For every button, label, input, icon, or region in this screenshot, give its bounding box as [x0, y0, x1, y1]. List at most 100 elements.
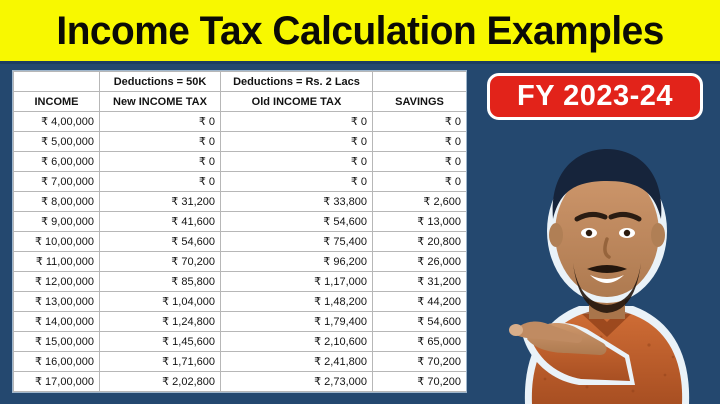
- financial-year-badge: FY 2023-24: [487, 73, 703, 120]
- column-header-new-income-tax: New INCOME TAX: [99, 91, 221, 112]
- cell-savings: ₹ 54,600: [372, 311, 466, 332]
- cell-income: ₹ 14,00,000: [13, 311, 100, 332]
- presenter-pupil-left: [585, 229, 593, 237]
- cell-old-income-tax: ₹ 0: [220, 131, 373, 152]
- cell-new-income-tax: ₹ 31,200: [99, 191, 221, 212]
- presenter-eyebrow-right: [608, 211, 642, 222]
- cell-new-income-tax: ₹ 41,600: [99, 211, 221, 232]
- title-banner: Income Tax Calculation Examples: [0, 0, 720, 61]
- deduction-band-savings-blank: [372, 71, 466, 92]
- cell-savings: ₹ 44,200: [372, 291, 466, 312]
- cell-new-income-tax: ₹ 1,24,800: [99, 311, 221, 332]
- cell-savings: ₹ 70,200: [372, 371, 466, 392]
- presenter-smile: [590, 275, 624, 283]
- cell-savings: ₹ 65,000: [372, 331, 466, 352]
- table-row: ₹ 5,00,000 ₹ 0 ₹ 0 ₹ 0: [13, 131, 466, 152]
- deduction-band-row: Deductions = 50K Deductions = Rs. 2 Lacs: [13, 71, 466, 92]
- cell-new-income-tax: ₹ 2,02,800: [99, 371, 221, 392]
- page-title: Income Tax Calculation Examples: [56, 8, 664, 53]
- cell-new-income-tax: ₹ 0: [99, 131, 221, 152]
- cell-old-income-tax: ₹ 0: [220, 111, 373, 132]
- cell-new-income-tax: ₹ 0: [99, 171, 221, 192]
- cell-old-income-tax: ₹ 96,200: [220, 251, 373, 272]
- presenter-pupil-right: [623, 229, 631, 237]
- cell-income: ₹ 11,00,000: [13, 251, 100, 272]
- cell-income: ₹ 5,00,000: [13, 131, 100, 152]
- cell-old-income-tax: ₹ 2,41,800: [220, 351, 373, 372]
- table-row: ₹ 4,00,000 ₹ 0 ₹ 0 ₹ 0: [13, 111, 466, 132]
- cell-old-income-tax: ₹ 1,17,000: [220, 271, 373, 292]
- table-row: ₹ 15,00,000 ₹ 1,45,600 ₹ 2,10,600 ₹ 65,000: [13, 331, 466, 352]
- cell-income: ₹ 7,00,000: [13, 171, 100, 192]
- cell-savings: ₹ 31,200: [372, 271, 466, 292]
- presenter-nose: [603, 237, 611, 259]
- cell-savings: ₹ 0: [372, 151, 466, 172]
- table-row: ₹ 9,00,000 ₹ 41,600 ₹ 54,600 ₹ 13,000: [13, 211, 466, 232]
- presenter-illustration: [509, 149, 690, 404]
- financial-year-label: FY 2023-24: [516, 80, 674, 112]
- cell-new-income-tax: ₹ 85,800: [99, 271, 221, 292]
- deduction-band-income-blank: [13, 71, 100, 92]
- cell-savings: ₹ 0: [372, 131, 466, 152]
- cell-income: ₹ 9,00,000: [13, 211, 100, 232]
- column-header-savings: SAVINGS: [372, 91, 466, 112]
- presenter-moustache: [587, 265, 627, 273]
- table-row: ₹ 11,00,000 ₹ 70,200 ₹ 96,200 ₹ 26,000: [13, 251, 466, 272]
- presenter-photo: [483, 123, 714, 404]
- cell-savings: ₹ 70,200: [372, 351, 466, 372]
- cell-income: ₹ 15,00,000: [13, 331, 100, 352]
- cell-new-income-tax: ₹ 0: [99, 111, 221, 132]
- table-row: ₹ 7,00,000 ₹ 0 ₹ 0 ₹ 0: [13, 171, 466, 192]
- column-header-income: INCOME: [13, 91, 100, 112]
- cell-income: ₹ 10,00,000: [13, 231, 100, 252]
- table-row: ₹ 17,00,000 ₹ 2,02,800 ₹ 2,73,000 ₹ 70,200: [13, 371, 466, 392]
- cell-income: ₹ 17,00,000: [13, 371, 100, 392]
- cell-new-income-tax: ₹ 0: [99, 151, 221, 172]
- cell-income: ₹ 4,00,000: [13, 111, 100, 132]
- presenter-index-finger: [513, 321, 583, 343]
- cell-old-income-tax: ₹ 75,400: [220, 231, 373, 252]
- content-area: Deductions = 50K Deductions = Rs. 2 Lacs I…: [0, 61, 720, 404]
- cell-income: ₹ 8,00,000: [13, 191, 100, 212]
- cell-old-income-tax: ₹ 0: [220, 171, 373, 192]
- deduction-band-new-tax: Deductions = 50K: [99, 71, 221, 92]
- table-row: ₹ 10,00,000 ₹ 54,600 ₹ 75,400 ₹ 20,800: [13, 231, 466, 252]
- cell-new-income-tax: ₹ 1,45,600: [99, 331, 221, 352]
- cell-old-income-tax: ₹ 33,800: [220, 191, 373, 212]
- cell-old-income-tax: ₹ 54,600: [220, 211, 373, 232]
- tax-comparison-table: Deductions = 50K Deductions = Rs. 2 Lacs I…: [12, 70, 467, 393]
- cell-income: ₹ 13,00,000: [13, 291, 100, 312]
- presenter-ear-left: [549, 223, 563, 247]
- cell-new-income-tax: ₹ 70,200: [99, 251, 221, 272]
- cell-new-income-tax: ₹ 1,04,000: [99, 291, 221, 312]
- presenter-eyebrow-left: [574, 211, 608, 222]
- table-row: ₹ 13,00,000 ₹ 1,04,000 ₹ 1,48,200 ₹ 44,200: [13, 291, 466, 312]
- cell-savings: ₹ 20,800: [372, 231, 466, 252]
- deduction-band-old-tax: Deductions = Rs. 2 Lacs: [220, 71, 373, 92]
- column-header-old-income-tax: Old INCOME TAX: [220, 91, 373, 112]
- table-row: ₹ 8,00,000 ₹ 31,200 ₹ 33,800 ₹ 2,600: [13, 191, 466, 212]
- table-header-row: INCOME New INCOME TAX Old INCOME TAX SAVING…: [13, 91, 466, 112]
- cell-savings: ₹ 13,000: [372, 211, 466, 232]
- table-row: ₹ 16,00,000 ₹ 1,71,600 ₹ 2,41,800 ₹ 70,200: [13, 351, 466, 372]
- cell-old-income-tax: ₹ 1,48,200: [220, 291, 373, 312]
- cell-income: ₹ 12,00,000: [13, 271, 100, 292]
- cell-old-income-tax: ₹ 2,10,600: [220, 331, 373, 352]
- table-row: ₹ 6,00,000 ₹ 0 ₹ 0 ₹ 0: [13, 151, 466, 172]
- presenter-face: [555, 169, 659, 297]
- table-row: ₹ 12,00,000 ₹ 85,800 ₹ 1,17,000 ₹ 31,200: [13, 271, 466, 292]
- cell-income: ₹ 16,00,000: [13, 351, 100, 372]
- presenter-fingertip: [509, 324, 523, 336]
- cell-savings: ₹ 26,000: [372, 251, 466, 272]
- cell-new-income-tax: ₹ 54,600: [99, 231, 221, 252]
- presenter-hair: [552, 149, 662, 219]
- cell-savings: ₹ 2,600: [372, 191, 466, 212]
- cell-savings: ₹ 0: [372, 171, 466, 192]
- sheet-grid: Deductions = 50K Deductions = Rs. 2 Lacs I…: [13, 71, 466, 392]
- cell-income: ₹ 6,00,000: [13, 151, 100, 172]
- presenter-beard: [573, 263, 641, 313]
- presenter-ear-right: [651, 223, 665, 247]
- cell-old-income-tax: ₹ 1,79,400: [220, 311, 373, 332]
- cell-old-income-tax: ₹ 2,73,000: [220, 371, 373, 392]
